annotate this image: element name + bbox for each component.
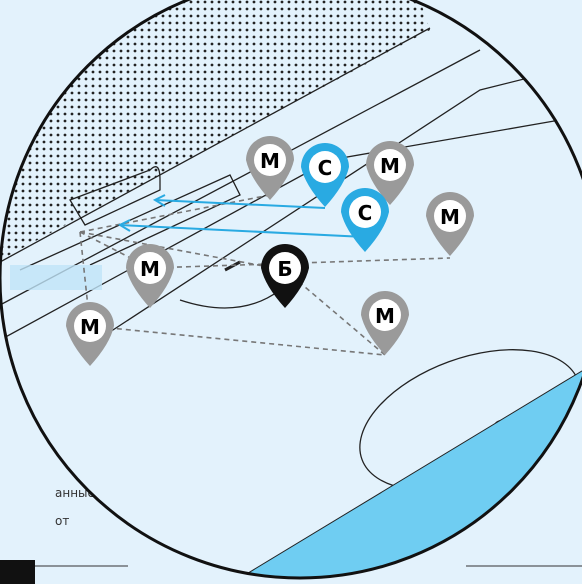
marker-pin: С: [301, 143, 349, 207]
pin-label: С: [318, 156, 333, 180]
pin-label: С: [358, 201, 373, 225]
pin-label: Б: [277, 257, 292, 281]
pin-face: [374, 149, 406, 181]
pin-label: М: [375, 304, 395, 328]
pin-face: [369, 299, 401, 331]
pin-face: [254, 144, 286, 176]
marker-pin: М: [246, 136, 294, 200]
marker-pin: С: [341, 188, 389, 252]
pin-label: М: [380, 154, 400, 178]
marker-pin: М: [426, 192, 474, 256]
pin-label: М: [260, 149, 280, 173]
pin-face: [349, 196, 381, 228]
pin-label: М: [440, 205, 460, 229]
marker-pin: М: [66, 302, 114, 366]
marker-pin: М: [366, 141, 414, 205]
pin-label: М: [140, 257, 160, 281]
marker-pin: М: [361, 291, 409, 355]
marker-pin: Б: [261, 244, 309, 308]
pin-face: [434, 200, 466, 232]
caption-line: от: [55, 514, 70, 528]
pin-face: [309, 151, 341, 183]
caption-line: анные: [55, 486, 95, 500]
pin-face: [269, 252, 301, 284]
pin-face: [74, 310, 106, 342]
pin-face: [134, 252, 166, 284]
pin-label: М: [80, 315, 100, 339]
marker-pin: М: [126, 244, 174, 308]
block: [0, 560, 35, 584]
